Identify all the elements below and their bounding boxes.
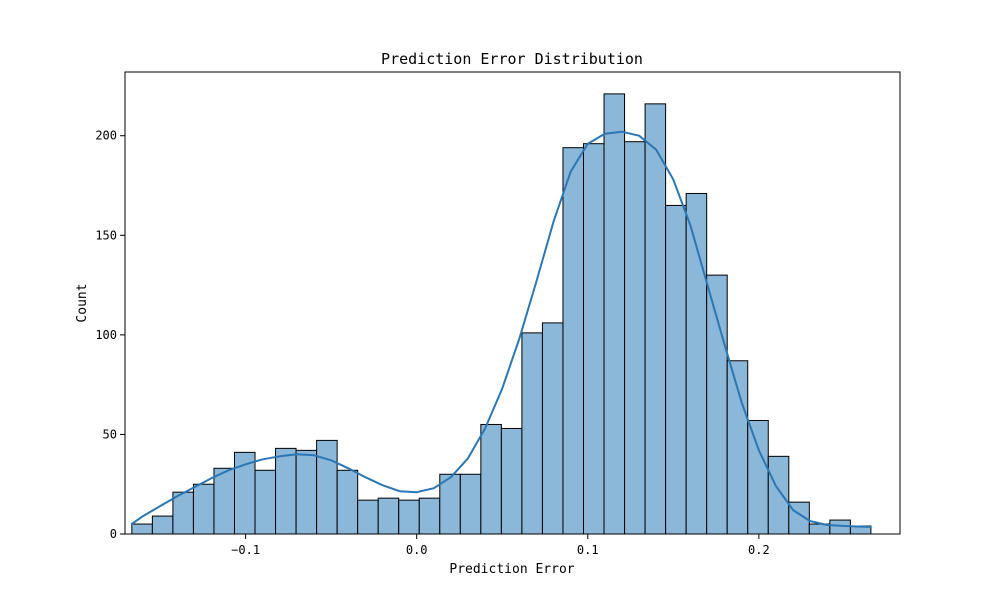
histogram-bar (295, 449, 318, 535)
y-tick-label: 150 (95, 228, 117, 242)
y-axis-label: Count (75, 283, 90, 322)
y-tick-label: 200 (95, 129, 117, 143)
histogram-bar (418, 497, 441, 535)
histogram-bar (603, 93, 626, 535)
x-tick-label: 0.2 (748, 543, 770, 557)
chart-title: Prediction Error Distribution (381, 50, 643, 68)
kde-line (130, 130, 872, 528)
histogram-bar (377, 497, 400, 535)
y-axis: 0 50 100 150 200 (95, 129, 125, 541)
y-tick-label: 100 (95, 328, 117, 342)
histogram-bar (316, 439, 338, 535)
x-axis: −0.1 0.0 0.1 0.2 (231, 534, 770, 557)
y-tick-label: 50 (103, 427, 117, 441)
histogram-bar (459, 473, 482, 535)
x-tick-label: 0.0 (406, 543, 428, 557)
histogram-bar (192, 483, 215, 535)
histogram-bar (500, 427, 523, 535)
histogram-bar (541, 322, 564, 535)
bars-group (131, 93, 872, 535)
histogram-bar (624, 141, 646, 535)
histogram-bar (336, 469, 359, 535)
y-tick-label: 0 (110, 527, 117, 541)
histogram-bar (644, 103, 667, 535)
histogram-bar (747, 419, 769, 535)
histogram-bar (398, 499, 420, 535)
plot-area-frame (124, 71, 901, 535)
kde-group (130, 130, 872, 528)
histogram-bar (665, 204, 687, 535)
histogram-bar (172, 491, 194, 535)
histogram-bar (562, 147, 584, 535)
histogram-bar (213, 467, 235, 535)
histogram-bar (582, 143, 605, 535)
histogram-bar (706, 274, 728, 535)
histogram-bar (357, 499, 379, 535)
x-tick-label: 0.1 (577, 543, 599, 557)
histogram-bar (254, 469, 277, 535)
histogram-bar (131, 523, 153, 535)
histogram-bar (275, 447, 297, 535)
x-axis-label: Prediction Error (449, 562, 574, 577)
histogram-bar (767, 455, 790, 535)
histogram-bar (480, 423, 502, 535)
histogram-bar (521, 332, 543, 535)
x-tick-label: −0.1 (231, 543, 260, 557)
histogram-bar (151, 515, 174, 535)
